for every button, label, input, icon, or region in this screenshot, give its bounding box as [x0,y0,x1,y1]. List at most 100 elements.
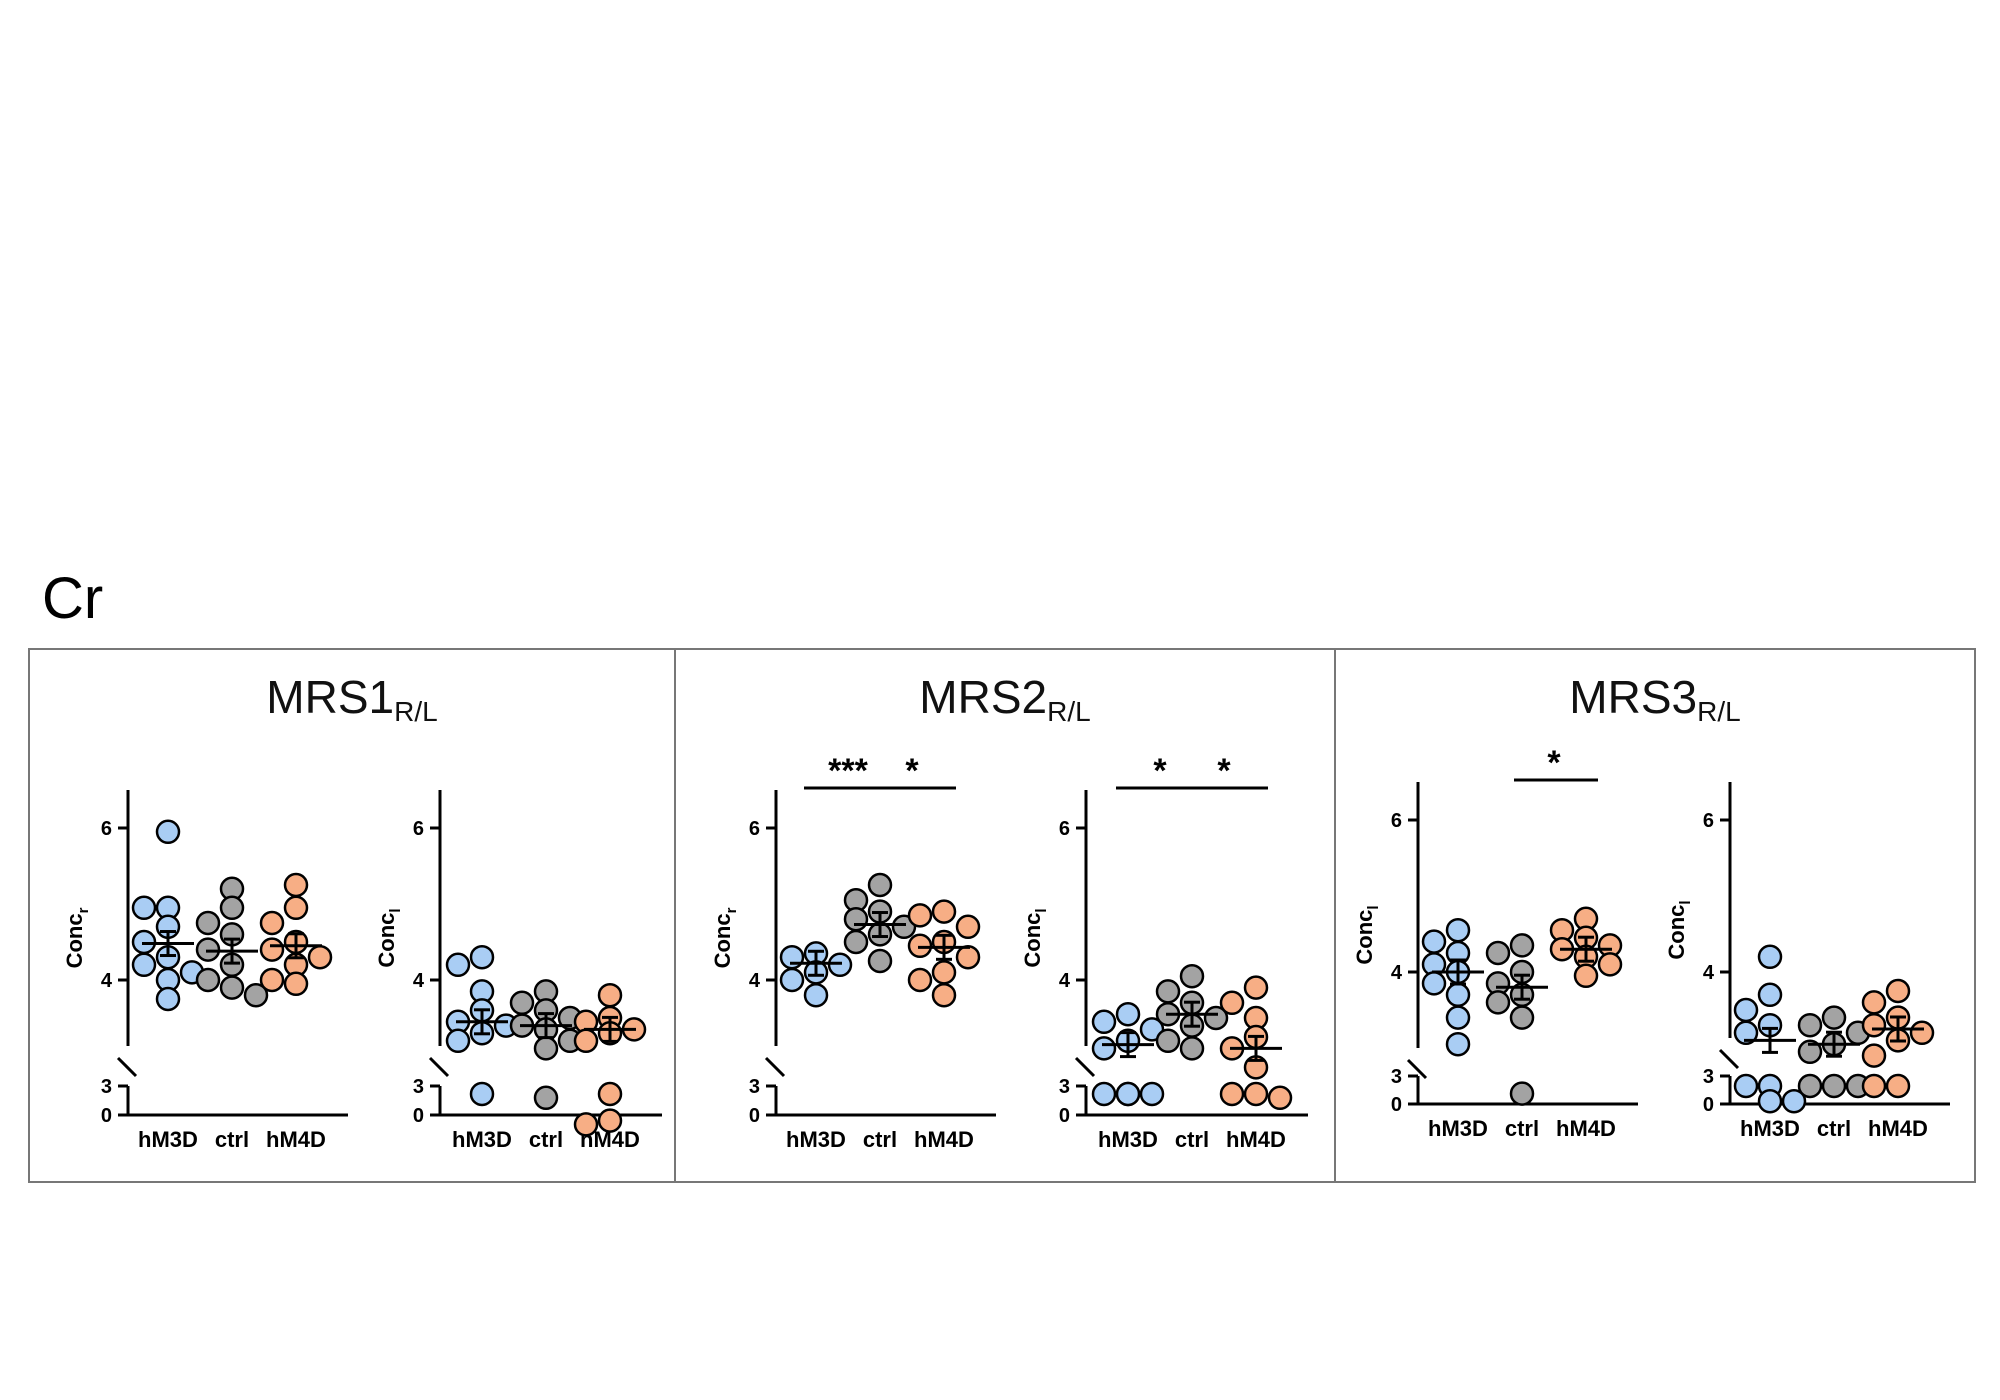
data-point [1821,1005,1847,1030]
data-point [469,944,495,970]
data-point [1115,1001,1141,1027]
data-point [867,872,893,898]
data-point [1091,1009,1117,1035]
data-point [1155,979,1181,1004]
y-tick-label: 4 [101,970,113,992]
data-point [1797,1039,1823,1065]
data-point [597,1081,623,1107]
data-point [1115,1081,1141,1107]
figure-title: Cr [42,566,104,631]
y-tick-label: 0 [1703,1094,1714,1116]
x-tick-label-hM3D: hM3D [138,1127,198,1152]
data-point [469,1081,495,1107]
data-point [283,872,309,898]
data-point [1757,982,1783,1008]
y-tick-label: 6 [1703,810,1714,832]
x-tick-label-hM4D: hM4D [1226,1127,1286,1152]
significance-label: * [1153,752,1167,790]
data-point [827,952,853,978]
data-point [131,895,157,921]
data-point [307,944,333,970]
data-point [219,975,245,1000]
panel-title-mrs1: MRS1R/L [266,671,438,727]
y-tick-label: 4 [1703,962,1715,984]
data-point [1203,1005,1229,1031]
data-point [219,895,245,921]
data-point [243,982,269,1008]
data-point [1445,982,1471,1008]
y-tick-label: 4 [1059,970,1071,992]
data-point [1421,929,1447,954]
data-point [843,929,869,955]
data-point [1861,1043,1887,1068]
x-tick-label-hM4D: hM4D [1868,1116,1928,1141]
y-axis-label: Concr [710,907,740,968]
data-point [1485,940,1511,966]
data-point [1733,997,1759,1023]
data-point [1509,1005,1535,1030]
data-point [955,944,981,970]
y-tick-label: 3 [1059,1076,1070,1098]
data-point [955,914,981,940]
data-point [259,937,285,962]
x-tick-label-hM3D: hM3D [452,1127,512,1152]
data-point [1733,1073,1759,1099]
x-tick-label-hM3D: hM3D [786,1127,846,1152]
data-point [931,982,957,1008]
x-tick-label-ctrl: ctrl [863,1127,897,1152]
data-point [1421,971,1447,996]
data-point [445,1028,471,1054]
x-tick-label-ctrl: ctrl [1817,1116,1851,1141]
y-axis-label: Concl [374,908,404,967]
data-point [155,819,181,845]
data-point [1243,975,1269,1000]
data-point [573,1028,599,1054]
data-point [1219,1081,1245,1107]
x-tick-label-ctrl: ctrl [529,1127,563,1152]
panel-title-mrs2: MRS2R/L [919,671,1091,727]
data-point [597,982,623,1008]
data-point [1757,1088,1783,1114]
data-point [1909,1020,1935,1046]
y-tick-label: 3 [1391,1066,1402,1088]
x-tick-label-hM3D: hM3D [1740,1116,1800,1141]
data-point [779,967,805,993]
data-point [195,967,221,993]
significance-label: * [1547,744,1561,782]
data-point [779,944,805,970]
data-point [907,967,933,993]
data-point [1219,990,1245,1016]
y-tick-label: 4 [749,970,761,992]
x-tick-label-hM4D: hM4D [266,1127,326,1152]
significance-label: *** [828,752,868,790]
x-tick-label-hM3D: hM3D [1098,1127,1158,1152]
data-point [1445,1031,1471,1057]
data-point [1797,1073,1823,1099]
data-point [1757,944,1783,970]
axis-break-mark [428,1056,450,1078]
x-tick-label-hM4D: hM4D [1556,1116,1616,1141]
data-point [195,910,221,936]
data-point [533,1085,559,1111]
y-tick-label: 6 [413,818,424,840]
data-point [1445,1005,1471,1030]
data-point [1485,990,1511,1015]
data-point [1861,990,1887,1015]
data-point [131,929,157,955]
y-axis-label: Concl [1352,905,1382,964]
data-point [283,971,309,997]
data-point [1509,933,1535,958]
data-point [1861,1073,1887,1099]
data-point [195,937,221,962]
axis-break-mark [1074,1056,1096,1078]
y-tick-label: 0 [749,1105,760,1127]
data-point [1885,978,1911,1004]
data-point [259,967,285,993]
data-point [1597,952,1623,977]
y-tick-label: 3 [1703,1066,1714,1088]
data-point [1733,1020,1759,1046]
data-point [131,952,157,978]
axis-break-mark [1718,1048,1740,1070]
x-tick-label-ctrl: ctrl [215,1127,249,1152]
data-point [1861,1012,1887,1038]
